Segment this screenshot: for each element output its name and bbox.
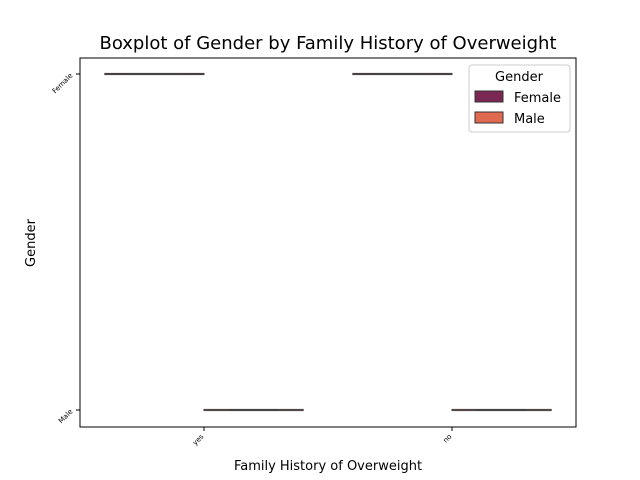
plot-marks — [104, 72, 552, 412]
plot-area — [79, 57, 577, 428]
y-axis-label: Gender — [24, 218, 39, 267]
legend: Gender Female Male — [468, 64, 571, 133]
legend-swatch-female — [474, 90, 504, 103]
legend-label-male: Male — [514, 112, 545, 127]
legend-label-female: Female — [514, 91, 561, 106]
legend-title: Gender — [495, 70, 544, 85]
x-axis-label: Family History of Overweight — [234, 459, 422, 474]
legend-swatch-male — [474, 111, 504, 124]
x-tick-label-no: no — [442, 433, 454, 445]
chart-title: Boxplot of Gender by Family History of O… — [99, 33, 556, 54]
